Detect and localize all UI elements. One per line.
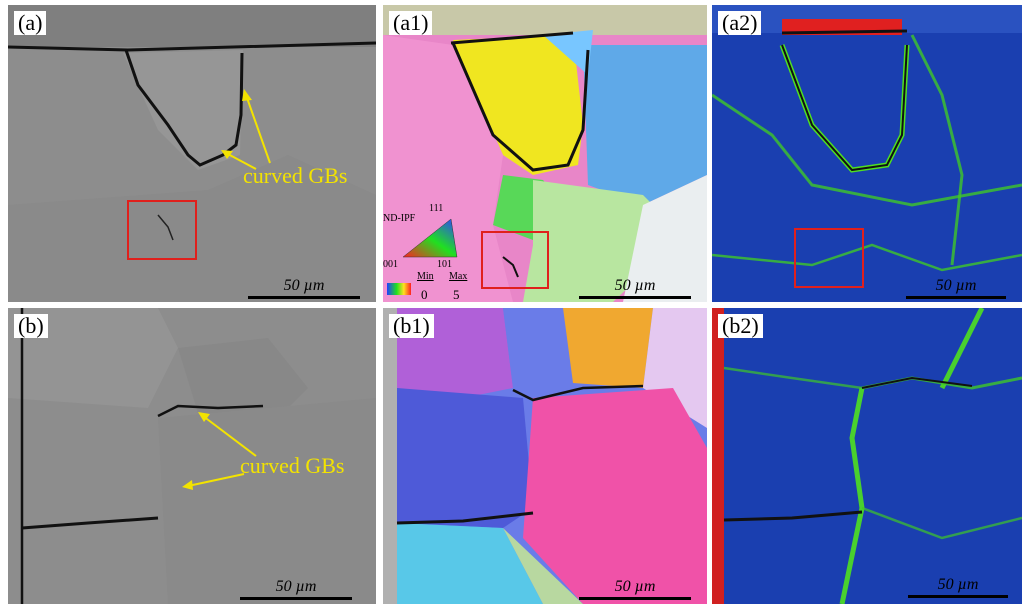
legend-corner-101: 101	[437, 259, 452, 270]
panel-b1-ipf-map: (b1) 50 µm	[383, 308, 707, 604]
ipf-legend: ND-IPF 111 001 101 Min Max	[383, 203, 473, 302]
panel-label: (b2)	[718, 314, 763, 338]
scale-label: 50 µm	[614, 277, 656, 294]
scale-line	[240, 597, 352, 600]
legend-max-value: 5	[453, 287, 460, 302]
kam-colorbar	[387, 283, 411, 295]
scale-bar: 50 µm	[908, 576, 1008, 598]
panel-a-sem-image: (a) curved GBs 50 µm	[8, 5, 376, 302]
legend-title: ND-IPF	[383, 213, 416, 224]
region-box	[127, 200, 197, 260]
region-box	[794, 228, 864, 288]
legend-corner-111: 111	[429, 203, 444, 214]
scale-bar: 50 µm	[579, 578, 691, 600]
annotation-arrows	[182, 412, 257, 490]
legend-corner-001: 001	[383, 259, 398, 270]
legend-min-label: Min	[417, 271, 434, 282]
ipf-triangle	[402, 218, 458, 258]
scale-line	[906, 296, 1006, 299]
scale-bar: 50 µm	[906, 277, 1006, 299]
scale-bar: 50 µm	[240, 578, 352, 600]
scale-line	[579, 296, 691, 299]
annotation-arrows	[221, 89, 271, 170]
legend-max-label: Max	[449, 271, 468, 282]
scale-line	[248, 296, 360, 299]
scale-bar: 50 µm	[248, 277, 360, 299]
panel-label: (b)	[14, 314, 48, 338]
panel-b-sem-image: (b) curved GBs 50 µm	[8, 308, 376, 604]
scale-label: 50 µm	[614, 578, 656, 595]
annotation-label: curved GBs	[243, 163, 348, 188]
annotation-label: curved GBs	[240, 453, 345, 478]
panel-a1-ipf-map: (a1) ND-IPF 111 001 101 Min Max	[383, 5, 707, 302]
panel-a2-kam-map: (a2) 50 µm	[712, 5, 1022, 302]
panel-b2-kam-map: (b2) 50 µm	[712, 308, 1022, 604]
region-box	[481, 231, 549, 289]
scale-label: 50 µm	[935, 277, 977, 294]
scale-label: 50 µm	[937, 576, 979, 593]
panel-label: (a1)	[389, 11, 433, 35]
panel-label: (a)	[14, 11, 47, 35]
scale-line	[579, 597, 691, 600]
scale-label: 50 µm	[283, 277, 325, 294]
panel-label: (b1)	[389, 314, 434, 338]
scale-line	[908, 595, 1008, 598]
scale-label: 50 µm	[275, 578, 317, 595]
legend-min-value: 0	[421, 287, 428, 302]
panel-label: (a2)	[718, 11, 762, 35]
scale-bar: 50 µm	[579, 277, 691, 299]
